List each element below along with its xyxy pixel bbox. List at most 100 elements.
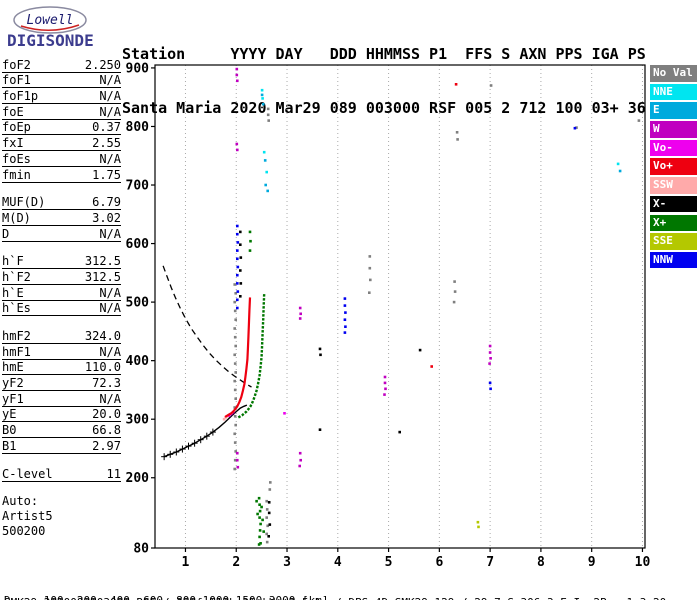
param-group: C-level 11 <box>2 466 121 482</box>
param-value: N/A <box>99 391 121 406</box>
echo-dot <box>267 501 271 504</box>
param-value: 0.37 <box>92 120 121 135</box>
echo-dot <box>489 84 493 87</box>
echo-dot <box>298 317 302 320</box>
param-row: hmF2 324.0 <box>2 328 121 344</box>
param-label: yF1 <box>2 391 24 406</box>
y-tick-label: 500 <box>126 296 150 311</box>
echo-dot <box>233 441 237 444</box>
x-tick-label: 8 <box>537 555 545 570</box>
echo-dot <box>489 387 492 391</box>
param-row: foF2 2.250 <box>2 57 121 73</box>
echo-dot <box>368 255 372 258</box>
param-row: MUF(D) 6.79 <box>2 195 121 211</box>
echo-dot <box>262 530 265 533</box>
x-tick-label: 9 <box>588 555 596 570</box>
echo-dot <box>236 249 239 252</box>
echo-dot <box>236 282 239 285</box>
echo-dot <box>616 162 620 166</box>
param-value: 72.3 <box>92 376 121 391</box>
echo-dot <box>236 79 239 83</box>
param-label: Auto: <box>2 494 39 509</box>
echo-dot <box>265 508 269 511</box>
echo-dot <box>233 388 237 392</box>
echo-dot <box>266 107 270 111</box>
echo-dot <box>233 335 237 339</box>
echo-dot <box>255 499 258 503</box>
echo-dot <box>318 347 322 351</box>
echo-dot <box>265 516 268 519</box>
logo-oval <box>13 6 87 34</box>
param-value: 312.5 <box>84 269 121 284</box>
echo-dot <box>260 505 263 509</box>
echo-dot <box>488 351 492 354</box>
legend-item: SSW <box>650 177 697 194</box>
param-row: 500200 <box>2 523 121 538</box>
param-value: 2.55 <box>92 136 121 151</box>
param-label: C-level <box>2 466 53 481</box>
param-row: Auto: <box>2 494 121 509</box>
echo-dot <box>236 306 239 310</box>
echo-dot <box>258 503 261 506</box>
param-row: M(D) 3.02 <box>2 210 121 226</box>
echo-dot <box>233 309 237 313</box>
echo-dot <box>233 300 236 304</box>
echo-dot <box>453 290 457 293</box>
echo-dot <box>344 325 347 328</box>
echo-dot <box>263 159 267 162</box>
echo-dot <box>477 525 480 529</box>
echo-dot <box>258 509 262 513</box>
y-tick-label: 700 <box>126 179 150 194</box>
header-line-values: Santa Maria 2020 Mar29 089 003000 RSF 00… <box>122 99 646 117</box>
legend-item: X+ <box>650 214 697 231</box>
param-label: foEs <box>2 151 31 166</box>
y-tick-label: 600 <box>126 237 150 252</box>
lowell-digisonde-logo: Lowell DIGISONDE <box>7 6 94 50</box>
echo-dot <box>236 265 240 269</box>
echo-dot <box>298 464 301 468</box>
echo-dot <box>236 224 239 228</box>
echo-dot <box>236 298 239 302</box>
echo-dot <box>268 523 272 526</box>
echo-dot <box>368 266 372 270</box>
echo-dot <box>258 516 261 519</box>
echo-dot <box>233 415 237 418</box>
echo-dot <box>239 295 242 298</box>
param-row: h`E N/A <box>2 285 121 301</box>
param-row: Artist5 <box>2 508 121 523</box>
echo-dot <box>239 282 243 285</box>
echo-dot <box>248 249 252 252</box>
echo-dot <box>233 353 236 357</box>
echo-dot <box>456 138 459 141</box>
echo-dot <box>266 524 269 528</box>
echo-dot <box>452 300 456 304</box>
scatter-cluster-x_plus <box>248 230 265 546</box>
echo-dot <box>318 428 322 431</box>
echo-dot <box>236 458 239 462</box>
param-label: B1 <box>2 438 17 453</box>
echo-dot <box>234 292 237 295</box>
param-value: N/A <box>99 73 121 88</box>
param-label: fmin <box>2 167 31 182</box>
param-row: yE 20.0 <box>2 407 121 423</box>
echo-dot <box>262 150 266 154</box>
echo-dot <box>476 520 480 524</box>
param-label: h`Es <box>2 301 31 316</box>
echo-dot <box>264 183 267 187</box>
echo-dot <box>488 362 491 365</box>
echo-dot <box>267 511 271 515</box>
param-label: MUF(D) <box>2 195 46 210</box>
param-row: h`F 312.5 <box>2 254 121 270</box>
echo-dot <box>299 458 302 462</box>
param-label: hmF2 <box>2 329 31 343</box>
echo-dot <box>257 543 261 546</box>
logo-digisonde-text: DIGISONDE <box>7 31 94 50</box>
legend-item: Vo- <box>650 139 697 157</box>
param-label: fxI <box>2 136 24 151</box>
echo-dot <box>383 393 386 396</box>
echo-dot <box>344 311 347 314</box>
param-row: foEp 0.37 <box>2 120 121 136</box>
echo-dot <box>239 230 242 234</box>
